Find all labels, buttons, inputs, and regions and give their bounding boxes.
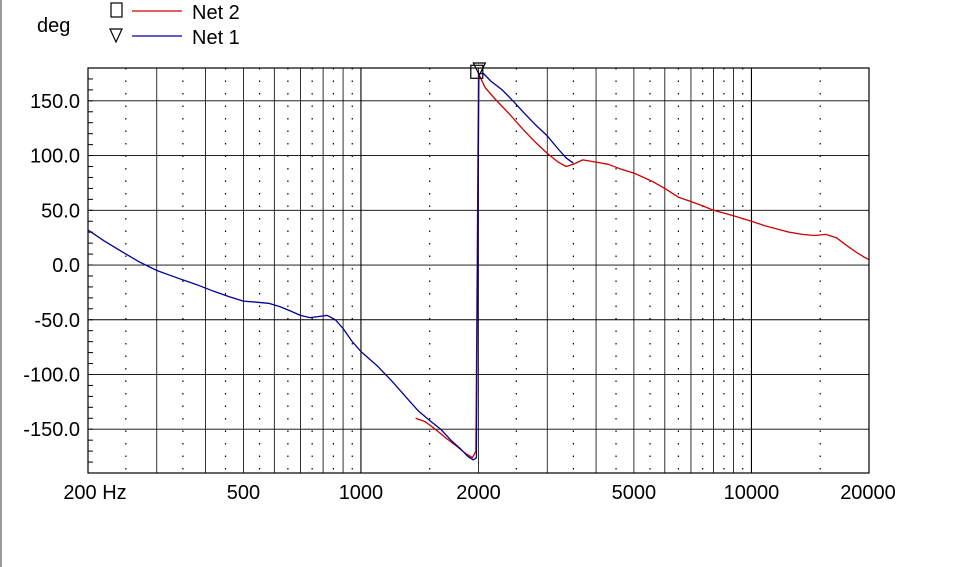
triangle-down-marker-icon (109, 28, 123, 44)
y-tick-label: -150.0 (23, 419, 80, 441)
plot-curves (87, 72, 870, 461)
x-tick-label: 10000 (724, 482, 780, 504)
x-tick-label: 200 Hz (63, 482, 126, 504)
y-tick-label: 100.0 (30, 146, 80, 168)
legend-item-net-2: Net 2 (110, 2, 240, 24)
x-tick-label: 5000 (612, 482, 657, 504)
y-tick-label: -50.0 (34, 310, 80, 332)
legend-label-net-2: Net 2 (192, 2, 240, 24)
y-tick-label: 50.0 (41, 200, 80, 222)
x-axis-tick-labels: 200 Hz 500 1000 2000 5000 10000 20000 (63, 482, 896, 504)
y-tick-label: 150.0 (30, 91, 80, 113)
series-line-net-2 (415, 72, 870, 459)
square-marker-icon (470, 64, 484, 79)
y-axis-tick-labels: 150.0 100.0 50.0 0.0 -50.0 -100.0 -150.0 (23, 91, 80, 441)
y-tick-label: -100.0 (23, 364, 80, 386)
y-axis-unit-label: deg (37, 15, 70, 37)
x-tick-label: 2000 (456, 482, 501, 504)
plot-frame (87, 67, 870, 474)
x-tick-label: 20000 (840, 482, 896, 504)
y-tick-label: 0.0 (52, 255, 80, 277)
legend-item-net-1: Net 1 (109, 27, 240, 49)
square-marker-icon (110, 2, 123, 18)
legend-label-net-1: Net 1 (192, 27, 240, 49)
x-tick-label: 1000 (339, 482, 384, 504)
x-tick-label: 500 (227, 482, 260, 504)
triangle-down-marker-icon (472, 62, 487, 77)
legend: Net 2 Net 1 (109, 2, 240, 49)
series-line-net-1 (87, 72, 574, 461)
plot-markers (470, 62, 487, 79)
